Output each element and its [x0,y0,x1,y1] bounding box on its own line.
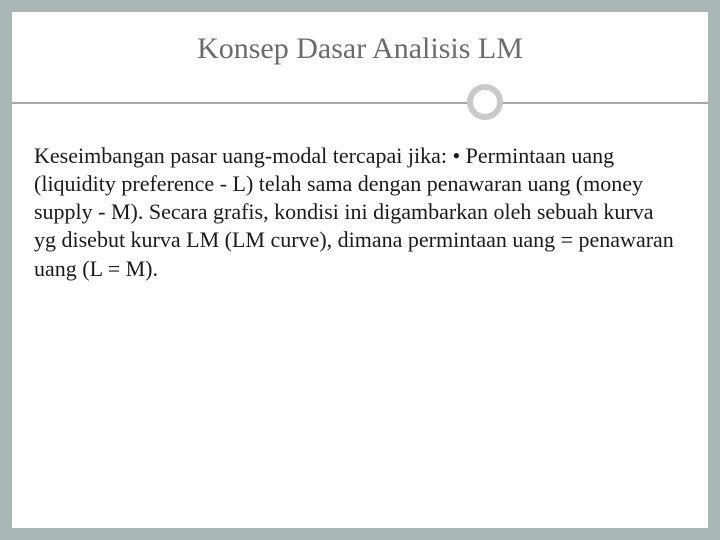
body-paragraph: Keseimbangan pasar uang-modal tercapai j… [34,143,674,281]
circle-icon [467,84,503,120]
slide: Konsep Dasar Analisis LM Keseimbangan pa… [12,12,708,528]
divider [12,84,708,124]
horizontal-line [12,102,708,104]
slide-body: Keseimbangan pasar uang-modal tercapai j… [12,124,708,283]
slide-title: Konsep Dasar Analisis LM [12,12,708,76]
